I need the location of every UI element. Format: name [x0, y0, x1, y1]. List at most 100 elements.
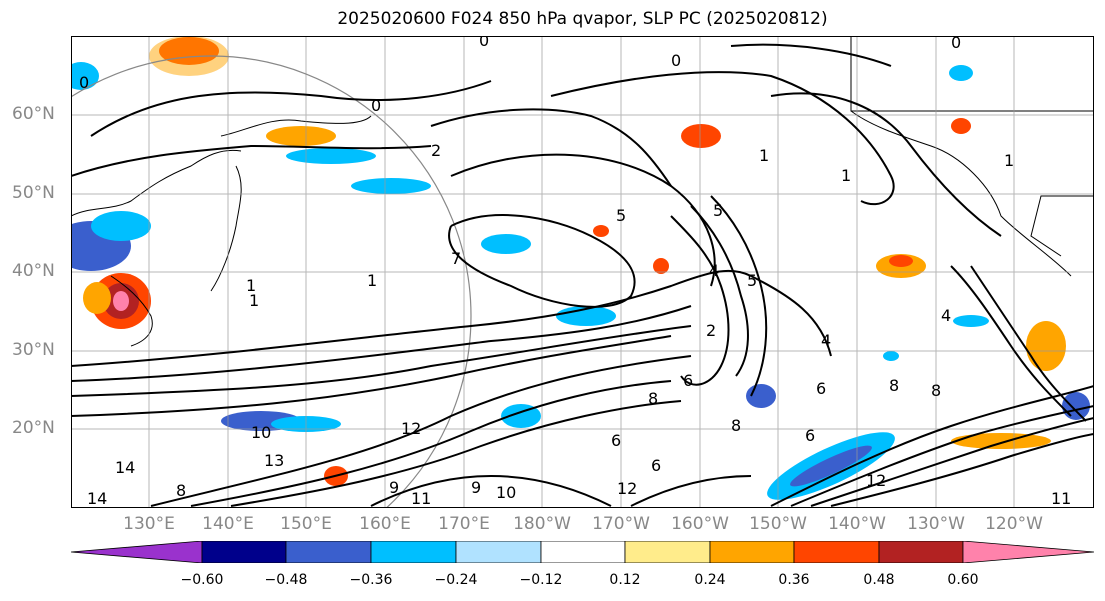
shade-blob	[71, 62, 99, 90]
contour-label: 1	[249, 291, 259, 310]
colorbar-tick-label: 0.12	[609, 572, 641, 588]
domain-circle	[71, 55, 472, 508]
contour-label: 1	[759, 146, 769, 165]
slp-contours	[71, 43, 1094, 507]
shade-blob	[351, 178, 431, 194]
colorbar-tick-label: 0.36	[778, 572, 810, 588]
contour-label: 6	[651, 456, 661, 475]
map-panel[interactable]: 0 0 0 0 0 2 1 1 1 1 1 5 5 5 4 2 7 9 9 8 …	[71, 36, 1094, 508]
contour-label: 1	[246, 276, 256, 295]
colorbar-segment	[624, 540, 711, 564]
contour-label: 8	[731, 416, 741, 435]
contour-label: 13	[264, 451, 284, 470]
lat-label: 50°N	[12, 183, 55, 203]
contour-label: 6	[816, 379, 826, 398]
shade-blob	[653, 258, 669, 274]
contour-label: 1	[367, 271, 377, 290]
contour-label: 1	[1004, 151, 1014, 170]
contour-label: 0	[951, 36, 961, 52]
shade-blob	[149, 36, 229, 76]
colorbar-segment	[455, 540, 542, 564]
graticule	[71, 36, 1094, 508]
shade-blob	[1026, 321, 1066, 371]
colorbar-segment	[878, 540, 964, 564]
contour-label: 11	[1051, 489, 1071, 508]
lon-label: 130°W	[907, 514, 965, 534]
colorbar-tick-label: −0.12	[519, 572, 563, 588]
lon-label: 180°W	[513, 514, 571, 534]
lat-label: 30°N	[12, 340, 55, 360]
shade-blob	[953, 315, 989, 327]
colorbar-tick-label: −0.24	[434, 572, 478, 588]
contour-label: 4	[709, 261, 719, 280]
shade-blob	[83, 282, 111, 314]
colorbar-segment	[70, 540, 203, 564]
colorbar	[70, 540, 1095, 564]
shade-blob	[501, 404, 541, 428]
contour-label: 1	[841, 166, 851, 185]
shade-blob	[266, 126, 336, 146]
colorbar-tick-label: −0.48	[264, 572, 308, 588]
contour-label: 5	[616, 206, 626, 225]
contour-label: 8	[889, 376, 899, 395]
colorbar-tick-label: 0.48	[863, 572, 895, 588]
contour-label: 8	[931, 381, 941, 400]
contour-label: 4	[941, 306, 951, 325]
shade-blob	[1062, 392, 1090, 420]
lon-label: 130°E	[123, 514, 175, 534]
colorbar-segment	[540, 540, 626, 564]
contour-label: 12	[866, 471, 886, 490]
lon-label: 170°W	[592, 514, 650, 534]
shade-blob	[593, 225, 609, 237]
contour-label: 5	[747, 271, 757, 290]
shade-blob	[949, 65, 973, 81]
colorbar-segment	[201, 540, 287, 564]
contour-label: 14	[115, 458, 135, 477]
contour-label: 4	[821, 331, 831, 350]
shade-blob	[91, 211, 151, 241]
lon-label: 120°W	[985, 514, 1043, 534]
contour-label: 6	[611, 431, 621, 450]
shade-blob	[286, 148, 376, 164]
contour-label: 2	[431, 141, 441, 160]
lat-label: 20°N	[12, 418, 55, 438]
contour-label: 8	[648, 389, 658, 408]
contour-label: 14	[87, 489, 107, 508]
contour-label: 9	[389, 478, 399, 497]
colorbar-segment	[285, 540, 372, 564]
contour-label: 12	[617, 479, 637, 498]
lon-label: 140°E	[202, 514, 254, 534]
colorbar-svg	[70, 540, 1095, 564]
contour-label: 0	[671, 51, 681, 70]
shade-blob	[113, 291, 129, 311]
contour-label: 12	[401, 419, 421, 438]
lon-label: 150°W	[749, 514, 807, 534]
contour-label: 2	[706, 321, 716, 340]
lon-label: 140°W	[828, 514, 886, 534]
colorbar-tick-label: −0.36	[349, 572, 393, 588]
lon-label: 150°E	[280, 514, 332, 534]
shade-blob	[951, 118, 971, 134]
shade-blob	[889, 255, 913, 267]
lon-label: 160°E	[359, 514, 411, 534]
shade-blob	[746, 384, 776, 408]
lon-label: 170°E	[438, 514, 490, 534]
lat-label: 40°N	[12, 261, 55, 281]
contour-label: 0	[79, 73, 89, 92]
contour-label: 6	[683, 371, 693, 390]
colorbar-tick-label: 0.60	[947, 572, 979, 588]
contour-labels: 0 0 0 0 0 2 1 1 1 1 1 5 5 5 4 2 7 9 9 8 …	[79, 36, 1071, 508]
contour-label: 0	[371, 96, 381, 115]
contour-label: 0	[479, 36, 489, 50]
contour-label: 5	[713, 201, 723, 220]
colorbar-tick-label: −0.60	[180, 572, 224, 588]
colorbar-segment	[793, 540, 880, 564]
shade-blob	[951, 433, 1051, 449]
map-canvas: 0 0 0 0 0 2 1 1 1 1 1 5 5 5 4 2 7 9 9 8 …	[71, 36, 1094, 508]
contour-label: 8	[176, 481, 186, 500]
contour-label: 10	[251, 423, 271, 442]
map-title: 2025020600 F024 850 hPa qvapor, SLP PC (…	[337, 9, 828, 29]
qvapor-shading	[71, 36, 1090, 500]
shade-blob	[883, 351, 899, 361]
lon-label: 160°W	[671, 514, 729, 534]
